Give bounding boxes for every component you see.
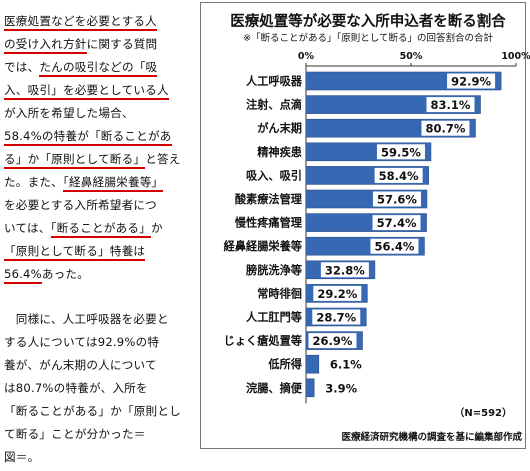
- category-label: 注射、点滴: [246, 98, 302, 112]
- value-label-box: [372, 215, 421, 231]
- article-line: は80.7%の特養が、入所を: [4, 381, 148, 395]
- highlighted-text: 「原則として断る」特養は: [4, 244, 146, 261]
- article-line: の受け入れ方針に関する質問: [4, 33, 196, 56]
- axis-tick-label: 0%: [298, 51, 315, 62]
- value-label: 57.4%: [377, 216, 417, 230]
- article-line: る」か「原則として断る」と答え: [4, 148, 196, 171]
- article-line: 入、吸引」を必要としている人: [4, 79, 196, 102]
- article-paragraph-2: 同様に、人工呼吸器を必要と する人については92.9%の特 養が、がん末期の人につい…: [4, 308, 196, 469]
- chart-title: 医療処置等が必要な入所申込者を断る割合: [230, 14, 506, 30]
- article-line: 56.4%あった。: [4, 263, 196, 286]
- article-line: 養が、がん末期の人について: [4, 358, 157, 372]
- value-label: 26.9%: [313, 334, 353, 348]
- value-label: 83.1%: [431, 98, 471, 112]
- value-label-box: [320, 262, 369, 278]
- category-label: 膀胱洗浄等: [245, 263, 302, 277]
- value-label-box: [376, 144, 425, 160]
- article-line: 図＝。: [4, 450, 40, 464]
- article-text: あった。: [41, 267, 90, 281]
- value-label-box: [321, 356, 370, 372]
- article-line: が入所を希望した場合、: [4, 102, 196, 125]
- highlighted-text: の受け入れ方針: [4, 37, 87, 54]
- value-label-box: [372, 191, 421, 207]
- category-label: 吸入、吸引: [246, 168, 302, 182]
- highlighted-text: る」か「原則として断る」: [4, 152, 146, 169]
- article-text: た。また、: [4, 175, 63, 189]
- article-line: 「断ることがある」か「原則とし: [4, 404, 181, 418]
- category-label: じょく瘡処置等: [224, 334, 302, 348]
- category-label: 常時徘徊: [257, 286, 302, 300]
- value-label-box: [317, 380, 366, 396]
- article-line: 医療処置などを必要とする人: [4, 10, 196, 33]
- axis-tick-label: 50%: [400, 51, 423, 62]
- category-label: 人工肛門等: [246, 310, 302, 324]
- article-line: 「原則として断る」特養は: [4, 240, 196, 263]
- value-label: 92.9%: [451, 75, 491, 89]
- article-text: と答え: [145, 152, 181, 166]
- highlighted-text: 56.4%: [4, 267, 42, 284]
- value-label: 29.2%: [317, 287, 357, 301]
- highlighted-text: たんの吸引などの「吸: [39, 60, 158, 77]
- axis-tick-label: 100%: [501, 51, 530, 62]
- bar: [305, 354, 320, 374]
- article-text: では、: [4, 60, 40, 74]
- highlighted-text: 「断ることがある」: [50, 221, 151, 238]
- highlighted-text: 58.4%の特養が「断ることがあ: [4, 129, 172, 146]
- source-note: 医療経済研究機構の調査を基に編集部作成: [341, 431, 522, 443]
- value-label-box: [313, 285, 362, 301]
- category-label: 経鼻経腸栄養等: [224, 239, 302, 253]
- category-label: 人工呼吸器: [246, 74, 303, 88]
- article-text: に関する質問: [86, 37, 158, 51]
- value-label-box: [308, 333, 357, 349]
- article: 医療処置などを必要とする人 の受け入れ方針に関する質問 では、たんの吸引などの「吸入…: [4, 10, 196, 469]
- value-label: 6.1%: [330, 358, 362, 372]
- value-label-box: [374, 167, 423, 183]
- category-label: がん末期: [257, 121, 302, 135]
- category-label: 精神疾患: [257, 145, 302, 159]
- category-label: 低所得: [267, 357, 302, 371]
- highlighted-text: 「経鼻経腸栄養等」: [62, 175, 164, 192]
- category-label: 酸素療法管理: [235, 192, 303, 206]
- bar-chart: 0% 50% 100% 人工呼吸器 92.9% 注射、点滴 83.1% がん末期 80.7% 精神…: [200, 2, 530, 449]
- article-line: 同様に、人工呼吸器を必要と: [4, 312, 169, 326]
- article-line: いては、「断ることがある」か: [4, 217, 196, 240]
- bar: [305, 378, 315, 398]
- value-label-box: [421, 120, 470, 136]
- chart-subtitle: ※「断ることがある」「原則として断る」の回答割合の合計: [243, 33, 493, 44]
- article-paragraph-1: 医療処置などを必要とする人 の受け入れ方針に関する質問 では、たんの吸引などの「吸入…: [4, 10, 196, 286]
- value-label-box: [426, 97, 475, 113]
- value-label: 56.4%: [374, 240, 414, 254]
- value-label: 57.6%: [377, 193, 417, 207]
- category-label: 慢性疼痛管理: [235, 216, 303, 230]
- category-label: 浣腸、摘便: [246, 381, 303, 395]
- article-line: を必要とする入所希望者につ: [4, 194, 196, 217]
- value-label: 58.4%: [379, 169, 419, 183]
- value-label: 80.7%: [426, 122, 466, 136]
- article-text: か: [150, 221, 163, 235]
- chart-border: [200, 2, 526, 449]
- sample-size-note: （N=592）: [454, 406, 512, 419]
- highlighted-text: 医療処置などを必要とする人: [4, 14, 157, 31]
- article-text: いては、: [4, 221, 51, 235]
- article-line: 58.4%の特養が「断ることがあ: [4, 125, 196, 148]
- value-label-box: [312, 309, 361, 325]
- article-line: て断る」ことが分かった＝: [4, 427, 146, 441]
- value-label: 59.5%: [381, 145, 421, 159]
- value-label: 32.8%: [325, 263, 365, 277]
- article-line: では、たんの吸引などの「吸: [4, 56, 196, 79]
- chart-panel: 医療処置等が必要な入所申込者を断る割合 ※「断ることがある」「原則として断る」の…: [200, 2, 530, 450]
- value-label-box: [447, 73, 496, 89]
- highlighted-text: 入、吸引」を必要としている人: [4, 83, 169, 100]
- value-label: 3.9%: [325, 381, 357, 395]
- article-text: が入所を希望した場合、: [4, 106, 134, 120]
- value-label-box: [370, 238, 419, 254]
- article-line: する人については92.9%の特: [4, 335, 160, 349]
- article-text: を必要とする入所希望者につ: [4, 198, 157, 212]
- value-label: 28.7%: [316, 311, 356, 325]
- article-line: た。また、「経鼻経腸栄養等」: [4, 171, 196, 194]
